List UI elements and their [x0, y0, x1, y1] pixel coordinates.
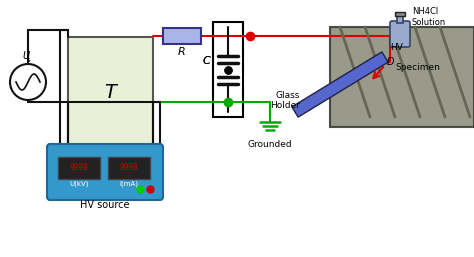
- Text: I(mA): I(mA): [119, 181, 138, 187]
- Text: 9998: 9998: [120, 163, 138, 172]
- Text: U(kV): U(kV): [69, 181, 89, 187]
- Text: U: U: [22, 51, 29, 61]
- Text: HV source: HV source: [80, 200, 130, 210]
- Bar: [397, 15, 403, 23]
- Bar: [330, 27, 474, 127]
- Bar: [108, 157, 150, 179]
- Text: s: s: [27, 57, 31, 63]
- Bar: [163, 28, 201, 44]
- Bar: [395, 12, 405, 16]
- Text: D: D: [386, 57, 394, 67]
- Text: NH4Cl
Solution: NH4Cl Solution: [412, 7, 446, 27]
- Text: T: T: [105, 82, 117, 102]
- Polygon shape: [292, 52, 388, 117]
- Text: C: C: [202, 57, 210, 67]
- FancyBboxPatch shape: [68, 37, 153, 147]
- Text: C: C: [202, 57, 210, 67]
- Text: HV: HV: [390, 42, 403, 51]
- Text: 9998: 9998: [70, 163, 88, 172]
- Bar: [213, 22, 243, 117]
- Text: Glass
Holder: Glass Holder: [270, 91, 300, 110]
- Text: Grounded: Grounded: [248, 140, 292, 149]
- FancyBboxPatch shape: [390, 21, 410, 47]
- Bar: [58, 157, 100, 179]
- Text: R: R: [178, 47, 186, 57]
- Text: Specimen: Specimen: [395, 62, 440, 71]
- FancyBboxPatch shape: [47, 144, 163, 200]
